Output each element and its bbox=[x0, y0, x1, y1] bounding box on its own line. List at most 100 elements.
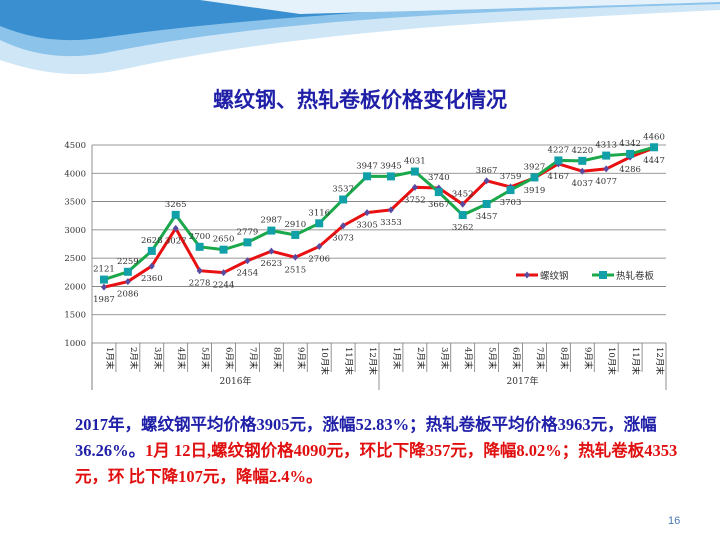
y-tick-label: 1500 bbox=[64, 311, 86, 321]
data-label: 4037 bbox=[571, 179, 593, 189]
data-label: 3027 bbox=[165, 236, 187, 246]
data-point bbox=[292, 253, 299, 261]
data-label: 4077 bbox=[595, 177, 617, 187]
data-point bbox=[364, 209, 371, 217]
chart-title: 螺纹钢、热轧卷板价格变化情况 bbox=[213, 88, 507, 112]
data-label: 2360 bbox=[141, 274, 163, 284]
data-point bbox=[506, 186, 515, 195]
data-label: 2706 bbox=[308, 254, 330, 264]
data-label: 4167 bbox=[548, 172, 570, 182]
data-point bbox=[244, 257, 251, 265]
data-label: 2086 bbox=[117, 290, 139, 300]
data-point bbox=[603, 165, 610, 173]
price-line-chart: 1000 1500 2000 2500 3000 3500 4000 4500 1月末 2月末 3月… bbox=[64, 132, 667, 390]
data-point bbox=[220, 269, 227, 277]
data-label: 3353 bbox=[380, 218, 402, 228]
data-point bbox=[340, 222, 347, 230]
data-point bbox=[579, 167, 586, 175]
summary-text: 2017年，螺纹钢平均价格3905元，涨幅52.83%；热轧卷板平均价格3963… bbox=[75, 412, 685, 490]
data-label: 4227 bbox=[548, 145, 570, 155]
data-label: 2623 bbox=[261, 259, 283, 269]
x-tick-label: 2月末 bbox=[128, 347, 139, 370]
x-tick-label: 5月末 bbox=[487, 347, 498, 370]
data-point bbox=[243, 238, 252, 247]
data-label: 3752 bbox=[404, 195, 426, 205]
data-point bbox=[363, 172, 372, 181]
x-tick-label: 12月末 bbox=[367, 347, 378, 375]
data-label: 2515 bbox=[284, 265, 306, 275]
data-label: 3116 bbox=[308, 208, 330, 218]
data-label: 3073 bbox=[332, 234, 354, 244]
data-point bbox=[196, 267, 203, 275]
data-point bbox=[387, 206, 394, 214]
data-label: 4031 bbox=[404, 157, 426, 167]
data-point bbox=[554, 156, 563, 165]
data-point bbox=[99, 275, 108, 284]
data-label: 4220 bbox=[571, 146, 593, 156]
data-point bbox=[602, 151, 611, 160]
x-tick-label: 11月末 bbox=[630, 347, 641, 375]
data-point bbox=[482, 200, 491, 209]
data-label: 3262 bbox=[452, 223, 474, 233]
data-point bbox=[172, 224, 179, 232]
data-label: 2650 bbox=[213, 235, 235, 245]
data-label: 4447 bbox=[643, 156, 665, 166]
y-tick-label: 2500 bbox=[64, 254, 86, 264]
x-tick-label: 8月末 bbox=[271, 347, 282, 370]
data-point bbox=[626, 149, 635, 158]
x-tick-label: 7月末 bbox=[534, 347, 545, 370]
data-label: 1987 bbox=[93, 295, 115, 305]
legend-label: 热轧卷板 bbox=[616, 270, 655, 282]
data-label: 2628 bbox=[141, 236, 163, 246]
x-tick-label: 8月末 bbox=[558, 347, 569, 370]
x-tick-label: 7月末 bbox=[247, 347, 258, 370]
data-label: 4342 bbox=[619, 139, 641, 149]
data-point bbox=[530, 173, 539, 182]
summary-red: 1月 12日,螺纹钢价格4090元，环比下降357元，降幅8.02%；热轧卷板4… bbox=[75, 441, 678, 486]
data-point bbox=[124, 278, 131, 286]
legend-marker bbox=[599, 271, 607, 279]
data-label: 2910 bbox=[284, 220, 306, 230]
data-point bbox=[268, 247, 275, 255]
x-tick-label: 1月末 bbox=[104, 347, 115, 370]
data-point bbox=[483, 177, 490, 185]
data-point bbox=[316, 242, 323, 250]
y-tick-label: 3000 bbox=[64, 226, 86, 236]
data-point bbox=[291, 230, 300, 239]
data-label: 4286 bbox=[619, 165, 641, 175]
data-label: 3537 bbox=[332, 184, 354, 194]
y-tick-label: 4500 bbox=[64, 141, 86, 151]
data-label: 3305 bbox=[356, 221, 378, 231]
data-label: 2987 bbox=[261, 216, 283, 226]
y-tick-label: 3500 bbox=[64, 198, 86, 208]
year-label: 2016年 bbox=[220, 375, 252, 387]
data-point bbox=[411, 183, 418, 191]
data-point bbox=[386, 172, 395, 181]
data-label: 3947 bbox=[356, 161, 378, 171]
x-tick-label: 10月末 bbox=[606, 347, 617, 375]
data-point bbox=[339, 195, 348, 204]
x-tick-label: 1月末 bbox=[391, 347, 402, 370]
data-point bbox=[171, 210, 180, 219]
data-label: 2779 bbox=[237, 227, 259, 237]
data-label: 2278 bbox=[189, 279, 211, 289]
data-point bbox=[195, 242, 204, 251]
data-label: 3703 bbox=[500, 198, 522, 208]
x-tick-label: 10月末 bbox=[319, 347, 330, 375]
data-label: 3759 bbox=[500, 172, 522, 182]
x-tick-label: 12月末 bbox=[654, 347, 665, 375]
data-point bbox=[410, 167, 419, 176]
x-tick-label: 11月末 bbox=[343, 347, 354, 375]
legend-label: 螺纹钢 bbox=[540, 270, 569, 282]
data-label: 3265 bbox=[165, 200, 187, 210]
data-label: 2244 bbox=[213, 281, 235, 291]
data-label: 3452 bbox=[452, 189, 474, 199]
data-point bbox=[147, 246, 156, 255]
data-point bbox=[100, 283, 107, 291]
data-label: 4460 bbox=[643, 132, 665, 142]
data-label: 4313 bbox=[595, 141, 617, 151]
year-label: 2017年 bbox=[507, 375, 539, 387]
data-label: 2121 bbox=[93, 265, 115, 275]
header-decoration bbox=[0, 0, 720, 75]
data-point bbox=[650, 143, 659, 152]
